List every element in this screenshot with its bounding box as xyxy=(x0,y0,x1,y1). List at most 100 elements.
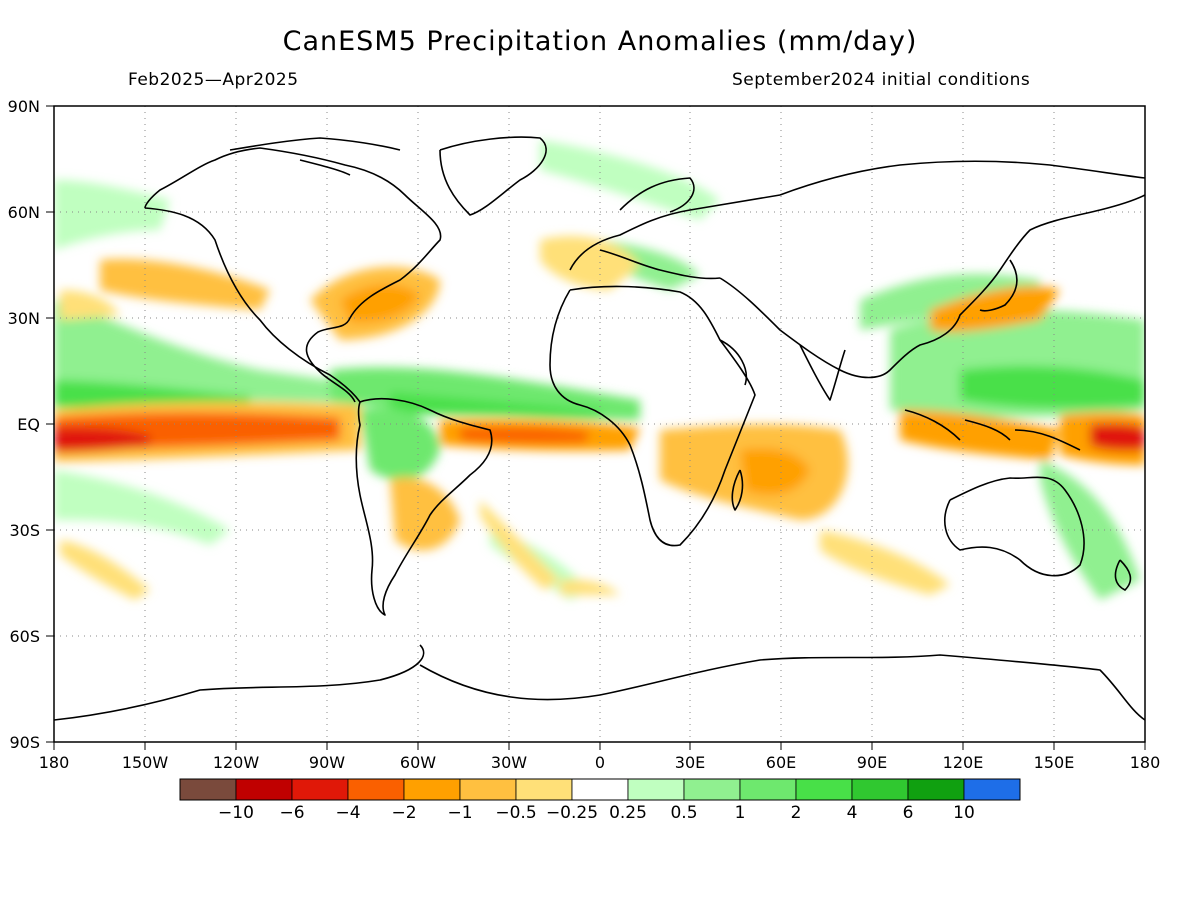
colorbar-swatch xyxy=(795,778,853,801)
map-title: CanESM5 Precipitation Anomalies (mm/day) xyxy=(282,26,918,57)
colorbar-label: −0.25 xyxy=(546,803,598,823)
wet-north-pacific-itcz-core xyxy=(54,380,250,408)
dry-indian-ocean-south xyxy=(820,530,950,595)
dry-north-pacific-east xyxy=(100,259,270,310)
lat-label: 90N xyxy=(8,97,40,116)
period-label: Feb2025—Apr2025 xyxy=(128,70,299,90)
lat-label: 30N xyxy=(8,309,40,328)
dry-south-america xyxy=(390,477,460,551)
wet-asia-band xyxy=(860,274,1040,330)
colorbar-label: 2 xyxy=(791,803,802,823)
lat-label: 60S xyxy=(9,627,40,646)
colorbar-swatch xyxy=(571,778,629,801)
colorbar: −10 −6 −4 −2 −1 −0.5 −0.25 0.25 0.5 1 2 … xyxy=(179,778,1021,823)
colorbar-label: −4 xyxy=(335,803,360,823)
dry-north-pacific-west xyxy=(60,290,120,320)
wet-north-pacific-high xyxy=(54,180,170,250)
coast-maritime-continent xyxy=(904,409,1081,451)
dry-west-pacific-center xyxy=(1090,423,1145,451)
lat-label: 60N xyxy=(8,203,40,222)
wet-amazon xyxy=(360,407,440,481)
colorbar-swatch xyxy=(515,778,573,801)
dry-maritime-continent xyxy=(900,410,1060,460)
colorbar-swatch xyxy=(347,778,405,801)
coast-south-america xyxy=(355,397,493,616)
colorbar-swatch xyxy=(235,778,293,801)
lat-label: EQ xyxy=(17,415,40,434)
lon-label: 60W xyxy=(400,753,436,772)
coast-scandinavia xyxy=(619,177,695,213)
init-label: September2024 initial conditions xyxy=(732,70,1031,90)
colorbar-label: 10 xyxy=(953,803,975,823)
lat-label: 90S xyxy=(9,733,40,752)
anomaly-shading xyxy=(54,140,1145,600)
wet-atlantic-itcz-core xyxy=(390,392,600,418)
colorbar-label: 0.25 xyxy=(609,803,647,823)
coast-greenland xyxy=(439,136,547,216)
coast-madagascar xyxy=(731,469,744,511)
coast-asia xyxy=(719,160,1145,379)
lon-label: 150W xyxy=(122,753,169,772)
coast-new-zealand xyxy=(1114,559,1132,591)
colorbar-swatch xyxy=(851,778,909,801)
lon-label: 90W xyxy=(309,753,345,772)
colorbar-label: −2 xyxy=(391,803,416,823)
colorbar-swatch xyxy=(291,778,349,801)
colorbar-frame xyxy=(179,778,1021,801)
coast-africa xyxy=(549,285,756,547)
axis-ticks xyxy=(46,105,1146,750)
wet-north-pacific-itcz xyxy=(54,300,330,402)
graticule xyxy=(54,106,1145,742)
lon-label: 150E xyxy=(1034,753,1075,772)
coast-north-america xyxy=(144,147,442,403)
colorbar-swatch xyxy=(179,778,237,801)
lon-label: 120E xyxy=(943,753,984,772)
coast-arabia-india xyxy=(719,339,846,401)
lon-label: 0 xyxy=(595,753,605,772)
colorbar-label: −0.5 xyxy=(495,803,536,823)
colorbar-label: 4 xyxy=(847,803,858,823)
colorbar-label: 1 xyxy=(735,803,746,823)
lon-label: 60E xyxy=(766,753,796,772)
anomaly-field xyxy=(54,140,1145,600)
coast-australia xyxy=(944,476,1085,577)
colorbar-label: −10 xyxy=(218,803,254,823)
dry-gulf-stream-core xyxy=(340,284,420,323)
dry-south-pacific xyxy=(60,540,150,600)
coast-europe xyxy=(569,194,781,280)
wet-north-atlantic xyxy=(540,140,720,220)
colorbar-swatch xyxy=(963,778,1021,801)
wet-australia-east xyxy=(1040,460,1140,600)
dry-south-atlantic-band xyxy=(480,500,560,590)
lat-labels: 90N 60N 30N EQ 30S 60S 90S xyxy=(8,97,40,752)
coastlines xyxy=(54,136,1145,721)
dry-atlantic-east xyxy=(560,579,620,595)
colorbar-labels: −10 −6 −4 −2 −1 −0.5 −0.25 0.25 0.5 1 2 … xyxy=(218,803,975,823)
colorbar-swatches xyxy=(179,778,1021,801)
colorbar-swatch xyxy=(459,778,517,801)
colorbar-swatch xyxy=(403,778,461,801)
coast-antarctica xyxy=(54,644,1145,721)
colorbar-label: −1 xyxy=(447,803,472,823)
lon-label: 90E xyxy=(857,753,887,772)
dry-madagascar xyxy=(740,448,810,495)
dry-equatorial-pacific-core xyxy=(54,427,150,452)
wet-south-pacific xyxy=(54,470,230,545)
lon-label: 180 xyxy=(39,753,70,772)
lon-label: 30W xyxy=(491,753,527,772)
wet-west-pacific-core xyxy=(960,365,1145,409)
coast-japan xyxy=(979,259,1018,312)
coast-arctic-islands xyxy=(229,137,401,176)
lon-label: 180 xyxy=(1130,753,1161,772)
colorbar-swatch xyxy=(683,778,741,801)
lat-label: 30S xyxy=(9,521,40,540)
lon-labels: 180 150W 120W 90W 60W 30W 0 30E 60E 90E … xyxy=(39,753,1161,772)
colorbar-swatch xyxy=(627,778,685,801)
lon-label: 120W xyxy=(213,753,260,772)
colorbar-swatch xyxy=(739,778,797,801)
lon-label: 30E xyxy=(675,753,705,772)
dry-west-europe xyxy=(540,236,640,290)
wet-mid-pacific xyxy=(54,320,150,370)
colorbar-label: −6 xyxy=(279,803,304,823)
